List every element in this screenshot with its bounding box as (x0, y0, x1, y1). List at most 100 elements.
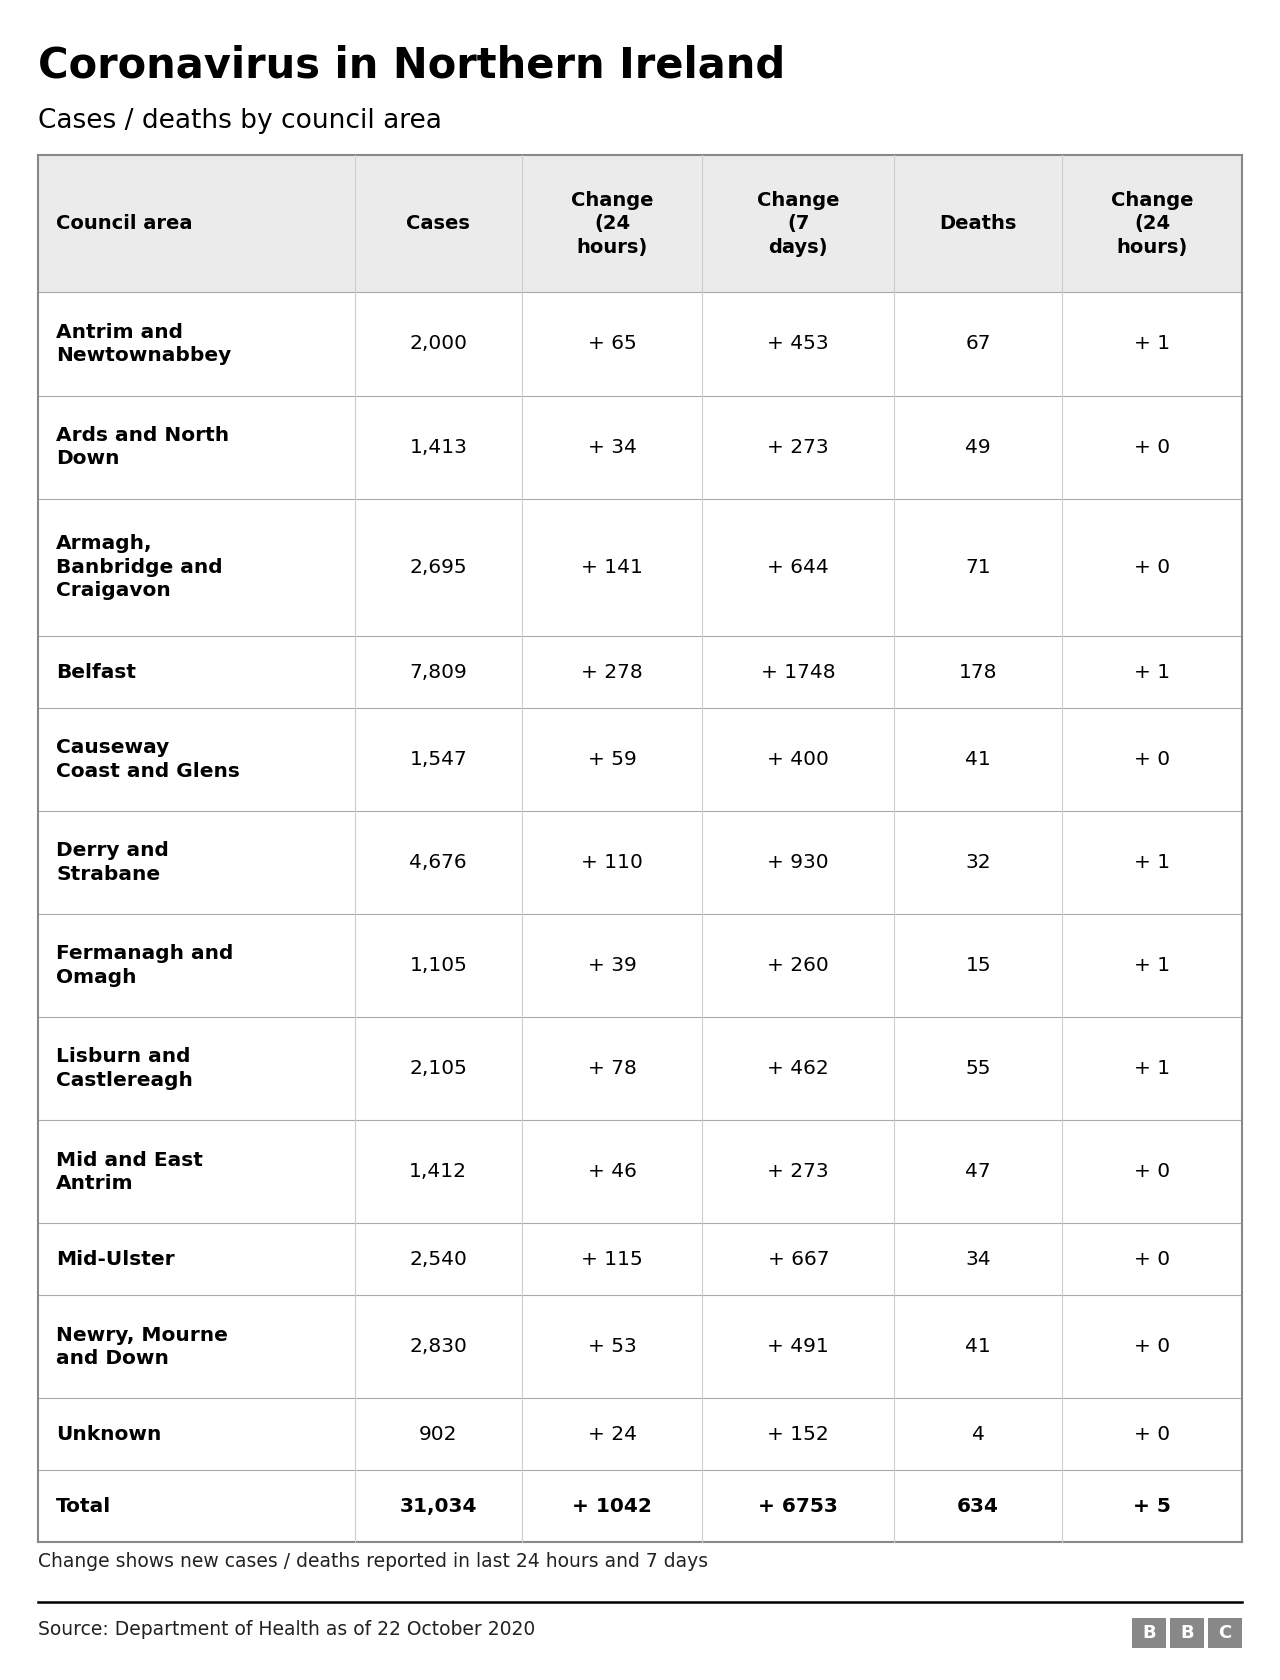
Text: 1,547: 1,547 (410, 749, 467, 769)
Text: + 0: + 0 (1134, 558, 1170, 576)
Text: + 115: + 115 (581, 1250, 643, 1268)
Text: + 59: + 59 (588, 749, 636, 769)
Text: Deaths: Deaths (940, 215, 1016, 234)
Text: + 0: + 0 (1134, 1425, 1170, 1443)
Text: + 1: + 1 (1134, 956, 1170, 974)
Text: 1,413: 1,413 (410, 437, 467, 457)
Bar (1208, 1618, 1242, 1648)
Text: + 53: + 53 (588, 1337, 636, 1356)
Text: Derry and
Strabane: Derry and Strabane (56, 842, 169, 884)
Text: Newry, Mourne
and Down: Newry, Mourne and Down (56, 1326, 228, 1368)
Text: Antrim and
Newtownabbey: Antrim and Newtownabbey (56, 323, 232, 365)
Text: Change shows new cases / deaths reported in last 24 hours and 7 days: Change shows new cases / deaths reported… (38, 1552, 708, 1571)
Text: Belfast: Belfast (56, 662, 136, 682)
Text: Armagh,
Banbridge and
Craigavon: Armagh, Banbridge and Craigavon (56, 534, 223, 600)
Text: 178: 178 (959, 662, 997, 682)
Text: 1,105: 1,105 (410, 956, 467, 974)
Text: + 0: + 0 (1134, 437, 1170, 457)
Text: B: B (1142, 1625, 1156, 1641)
Text: + 78: + 78 (588, 1058, 636, 1079)
Text: 55: 55 (965, 1058, 991, 1079)
Bar (1132, 1618, 1166, 1648)
Text: + 491: + 491 (768, 1337, 829, 1356)
Bar (38, 1121, 1242, 1223)
Text: + 1: + 1 (1134, 853, 1170, 872)
Text: 7,809: 7,809 (410, 662, 467, 682)
Bar (38, 1398, 1242, 1470)
Text: 49: 49 (965, 437, 991, 457)
Text: Source: Department of Health as of 22 October 2020: Source: Department of Health as of 22 Oc… (38, 1620, 535, 1640)
Text: + 0: + 0 (1134, 1337, 1170, 1356)
Text: + 1: + 1 (1134, 1058, 1170, 1079)
Text: Change
(24
hours): Change (24 hours) (571, 192, 653, 257)
Text: + 1042: + 1042 (572, 1497, 652, 1515)
Text: 31,034: 31,034 (399, 1497, 477, 1515)
Text: Fermanagh and
Omagh: Fermanagh and Omagh (56, 944, 233, 986)
Text: Council area: Council area (56, 215, 192, 234)
Text: 41: 41 (965, 749, 991, 769)
Text: + 39: + 39 (588, 956, 636, 974)
Text: + 24: + 24 (588, 1425, 636, 1443)
Text: 2,000: 2,000 (410, 334, 467, 353)
Text: Mid and East
Antrim: Mid and East Antrim (56, 1151, 202, 1193)
Text: 67: 67 (965, 334, 991, 353)
Text: 2,830: 2,830 (410, 1337, 467, 1356)
Text: Mid-Ulster: Mid-Ulster (56, 1250, 174, 1268)
Text: + 1748: + 1748 (760, 662, 836, 682)
Text: 47: 47 (965, 1163, 991, 1181)
Text: + 453: + 453 (768, 334, 829, 353)
Text: + 278: + 278 (581, 662, 643, 682)
Text: Total: Total (56, 1497, 111, 1515)
Bar (38, 395, 1242, 499)
Bar (38, 707, 1242, 811)
Text: 1,412: 1,412 (410, 1163, 467, 1181)
Text: 41: 41 (965, 1337, 991, 1356)
Text: 15: 15 (965, 956, 991, 974)
Bar (1170, 1618, 1204, 1648)
Text: 34: 34 (965, 1250, 991, 1268)
Text: + 6753: + 6753 (758, 1497, 838, 1515)
Text: Ards and North
Down: Ards and North Down (56, 425, 229, 469)
Text: 4: 4 (972, 1425, 984, 1443)
Text: 4,676: 4,676 (410, 853, 467, 872)
Bar (38, 1223, 1242, 1295)
Text: + 1: + 1 (1134, 334, 1170, 353)
Text: B: B (1180, 1625, 1194, 1641)
Text: Cases / deaths by council area: Cases / deaths by council area (38, 108, 442, 134)
Text: + 400: + 400 (767, 749, 829, 769)
Text: + 462: + 462 (768, 1058, 829, 1079)
Text: + 152: + 152 (768, 1425, 829, 1443)
Bar (38, 155, 1242, 292)
Bar (38, 914, 1242, 1016)
Text: 2,695: 2,695 (410, 558, 467, 576)
Bar (38, 811, 1242, 914)
Text: + 0: + 0 (1134, 1250, 1170, 1268)
Text: Unknown: Unknown (56, 1425, 161, 1443)
Text: Causeway
Coast and Glens: Causeway Coast and Glens (56, 738, 239, 781)
Text: + 65: + 65 (588, 334, 636, 353)
Bar (38, 1470, 1242, 1542)
Text: + 5: + 5 (1133, 1497, 1171, 1515)
Text: 32: 32 (965, 853, 991, 872)
Bar (38, 1295, 1242, 1398)
Text: + 0: + 0 (1134, 1163, 1170, 1181)
Bar (38, 292, 1242, 395)
Text: 902: 902 (419, 1425, 457, 1443)
Text: + 273: + 273 (768, 437, 829, 457)
Text: + 0: + 0 (1134, 749, 1170, 769)
Text: 2,540: 2,540 (410, 1250, 467, 1268)
Text: Change
(24
hours): Change (24 hours) (1111, 192, 1193, 257)
Text: + 273: + 273 (768, 1163, 829, 1181)
Text: + 46: + 46 (588, 1163, 636, 1181)
Text: + 930: + 930 (768, 853, 829, 872)
Bar (38, 1016, 1242, 1121)
Bar (38, 637, 1242, 707)
Text: Cases: Cases (406, 215, 470, 234)
Bar (38, 499, 1242, 637)
Text: + 141: + 141 (581, 558, 643, 576)
Text: C: C (1219, 1625, 1231, 1641)
Text: Change
(7
days): Change (7 days) (756, 192, 840, 257)
Text: + 110: + 110 (581, 853, 643, 872)
Text: Coronavirus in Northern Ireland: Coronavirus in Northern Ireland (38, 45, 785, 87)
Text: 634: 634 (957, 1497, 1000, 1515)
